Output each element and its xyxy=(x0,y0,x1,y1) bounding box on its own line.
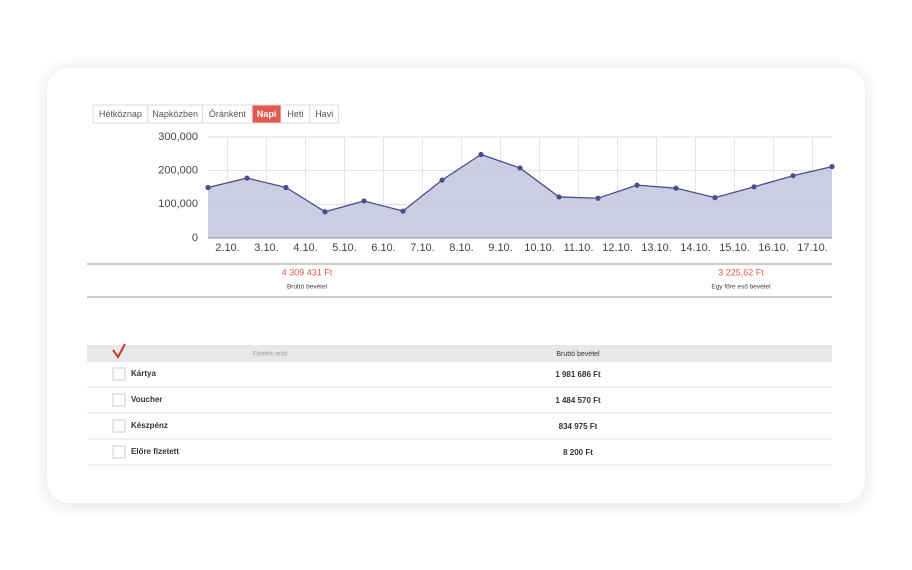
x-tick-label: 2.10. xyxy=(215,242,239,254)
x-tick-label: 10.10. xyxy=(524,242,555,254)
row-value: 1 484 570 Ft xyxy=(555,396,601,405)
summary-value: 4 309 431 Ft xyxy=(282,267,333,277)
x-tick-label: 13.10. xyxy=(641,242,672,254)
tab-label: Hétköznap xyxy=(99,109,142,119)
row-value: 834 975 Ft xyxy=(559,422,598,431)
tab-label: Heti xyxy=(287,109,303,119)
summary-label: Bruttó bevétel xyxy=(287,284,328,291)
row-label: Kártya xyxy=(131,369,156,378)
x-tick-label: 12.10. xyxy=(602,242,633,254)
point xyxy=(322,209,328,215)
checkbox[interactable] xyxy=(112,393,126,407)
point xyxy=(439,177,445,183)
x-tick-label: 5.10. xyxy=(332,242,356,254)
x-tick-label: 3.10. xyxy=(254,242,278,254)
point xyxy=(634,182,640,188)
point xyxy=(556,194,562,200)
header-cell: Bruttó bevétel xyxy=(556,351,600,358)
point xyxy=(595,195,601,201)
point xyxy=(712,195,718,201)
tab-label: Napközben xyxy=(152,109,198,119)
point xyxy=(829,164,835,170)
x-tick-label: 16.10. xyxy=(758,242,789,254)
summary-label: Egy főre eső bevétel xyxy=(711,284,771,291)
checkbox[interactable] xyxy=(112,367,126,381)
x-tick-label: 17.10. xyxy=(797,242,828,254)
area xyxy=(208,154,832,238)
y-tick-label: 200,000 xyxy=(158,165,198,177)
x-tick-label: 4.10. xyxy=(293,242,317,254)
row-label: Voucher xyxy=(131,395,162,404)
point xyxy=(478,151,484,158)
tab-label: Havi xyxy=(315,109,333,119)
row-value: 1 981 686 Ft xyxy=(555,370,601,379)
summary-value: 3 225,62 Ft xyxy=(718,267,764,277)
point xyxy=(205,184,211,191)
x-tick-label: 15.10. xyxy=(719,242,750,254)
checkbox[interactable] xyxy=(112,419,126,433)
x-tick-label: 7.10. xyxy=(410,242,434,254)
checkbox[interactable] xyxy=(112,445,126,459)
x-tick-label: 6.10. xyxy=(371,242,395,254)
point xyxy=(790,173,796,179)
tab[interactable] xyxy=(309,104,340,124)
tab-label: Óránként xyxy=(209,109,247,119)
table-header xyxy=(87,345,832,362)
x-tick-label: 11.10. xyxy=(564,242,594,254)
point xyxy=(673,185,679,191)
x-tick-label: 9.10. xyxy=(488,242,512,254)
card xyxy=(47,68,865,503)
x-tick-label: 14.10. xyxy=(680,242,711,254)
point xyxy=(751,184,757,190)
point xyxy=(400,208,406,214)
point xyxy=(361,198,367,204)
y-tick-label: 100,000 xyxy=(158,198,198,210)
header-cell: Fizetési mód xyxy=(253,352,287,358)
row-label: Készpénz xyxy=(131,421,168,430)
point xyxy=(517,165,523,171)
row-label: Előre fizetett xyxy=(131,447,179,456)
x-tick-label: 8.10. xyxy=(449,242,473,254)
point xyxy=(244,175,250,181)
check-all[interactable] xyxy=(112,343,126,359)
point xyxy=(283,184,289,191)
y-tick-label: 300,000 xyxy=(158,131,198,143)
y-tick-label: 0 xyxy=(192,232,198,244)
row-value: 8 200 Ft xyxy=(563,448,593,457)
tab-label: Napi xyxy=(257,109,277,119)
